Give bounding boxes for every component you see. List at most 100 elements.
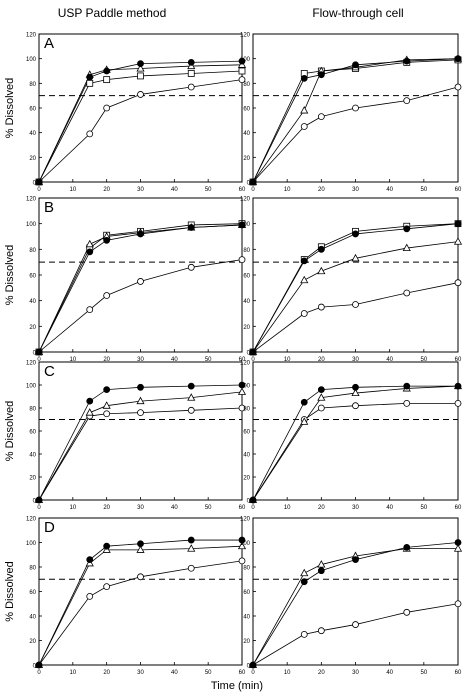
series-line-filled-circle [252, 542, 459, 666]
x-tick-label: 60 [455, 670, 462, 676]
data-point-triangle [300, 568, 309, 577]
y-tick-label: 40 [29, 615, 36, 621]
x-tick-label: 50 [205, 357, 212, 363]
x-tick-label: 50 [420, 357, 427, 363]
y-tick-label: 0 [247, 499, 251, 505]
x-tick-label: 40 [386, 670, 393, 676]
x-tick-label: 20 [103, 187, 110, 193]
x-tick-label: 60 [455, 505, 462, 511]
y-tick-label: 120 [240, 33, 251, 39]
series-line-square [38, 70, 243, 183]
y-tick-label: 20 [243, 325, 250, 331]
data-point-filled-circle [86, 556, 94, 564]
y-tick-label: 20 [29, 325, 36, 331]
x-tick-label: 0 [251, 505, 255, 511]
data-point-open-circle [403, 97, 411, 104]
data-point-filled-circle [317, 386, 325, 394]
x-tick-label: 40 [386, 187, 393, 193]
y-tick-label: 80 [243, 566, 250, 572]
y-tick-label: 120 [26, 517, 37, 523]
data-point-filled-circle [352, 61, 359, 69]
data-point-filled-circle [249, 178, 257, 186]
series-line-open-circle [38, 259, 243, 353]
data-point-filled-circle [86, 248, 94, 256]
y-tick-label: 80 [29, 248, 36, 254]
x-tick-label: 20 [103, 357, 110, 363]
data-point-filled-circle [187, 224, 195, 231]
x-tick-label: 20 [318, 187, 325, 193]
y-tick-label: 0 [247, 181, 251, 187]
x-tick-label: 60 [239, 505, 246, 511]
series-line-triangle [252, 548, 458, 666]
x-tick-label: 30 [352, 187, 359, 193]
y-tick-label: 40 [243, 615, 250, 621]
data-point-open-circle [454, 279, 462, 287]
y-tick-label: 0 [33, 351, 37, 357]
data-point-filled-circle [403, 57, 411, 65]
y-tick-label: 100 [26, 384, 37, 390]
data-point-filled-circle [103, 67, 111, 75]
data-point-open-circle [103, 104, 111, 112]
data-point-filled-circle [187, 536, 195, 544]
y-tick-label: 40 [243, 299, 250, 305]
series-line-open-circle [252, 402, 458, 501]
series-line-open-circle [38, 560, 243, 666]
data-point-open-circle [238, 256, 246, 264]
data-point-open-circle [137, 573, 144, 581]
y-tick-label: 100 [26, 222, 37, 228]
data-point-open-circle [187, 263, 195, 271]
x-tick-label: 60 [239, 357, 246, 363]
data-point-open-circle [103, 583, 111, 590]
y-tick-label: 0 [247, 664, 251, 670]
data-point-filled-circle [454, 220, 462, 228]
data-point-open-circle [300, 630, 308, 638]
x-tick-label: 30 [352, 670, 359, 676]
series-line-triangle [38, 64, 243, 183]
y-tick-label: 60 [29, 274, 36, 280]
data-point-filled-circle [187, 382, 195, 390]
data-point-open-circle [238, 76, 246, 84]
x-tick-label: 60 [455, 357, 462, 363]
x-tick-label: 20 [318, 505, 325, 511]
data-point-filled-circle [238, 536, 246, 544]
series-line-square [38, 223, 243, 353]
data-point-open-circle [86, 306, 94, 314]
y-tick-label: 80 [29, 566, 36, 572]
data-point-open-circle [187, 406, 195, 414]
y-tick-label: 120 [240, 361, 251, 367]
data-point-triangle [351, 388, 360, 397]
series-line-open-circle [38, 407, 243, 501]
x-tick-label: 10 [284, 357, 291, 363]
data-point-open-circle [352, 104, 359, 112]
data-point-open-circle [454, 83, 462, 91]
data-point-filled-circle [35, 178, 43, 186]
x-tick-label: 30 [352, 357, 359, 363]
data-point-triangle [453, 237, 463, 245]
panel-label: D [44, 519, 55, 536]
panel-label: C [44, 363, 55, 380]
x-tick-label: 20 [318, 357, 325, 363]
x-tick-label: 0 [37, 187, 41, 193]
x-tick-label: 10 [69, 670, 76, 676]
y-tick-label: 120 [26, 361, 37, 367]
data-point-square [137, 72, 144, 80]
y-tick-label: 40 [243, 453, 250, 459]
panel-5: 0 20 40 60 80 100 120 0 10 20 30 40 50 60 C % Dissolved [4, 361, 247, 511]
x-tick-label: 60 [239, 670, 246, 676]
x-tick-label: 60 [239, 187, 246, 193]
series-line-filled-circle [252, 58, 459, 183]
data-point-filled-circle [300, 578, 308, 586]
column-title-flow-through: Flow-through cell [312, 6, 404, 20]
data-point-open-circle [317, 303, 325, 311]
data-point-filled-circle [35, 348, 43, 356]
series-line-open-circle [252, 282, 459, 353]
series-line-filled-circle [38, 224, 243, 353]
data-point-triangle [136, 545, 145, 553]
x-tick-label: 60 [455, 187, 462, 193]
data-point-filled-circle [352, 383, 359, 391]
x-tick-label: 10 [284, 670, 291, 676]
x-tick-label: 40 [171, 670, 178, 676]
data-point-open-circle [352, 621, 359, 628]
x-tick-label: 10 [284, 187, 291, 193]
x-tick-label: 30 [137, 670, 144, 676]
